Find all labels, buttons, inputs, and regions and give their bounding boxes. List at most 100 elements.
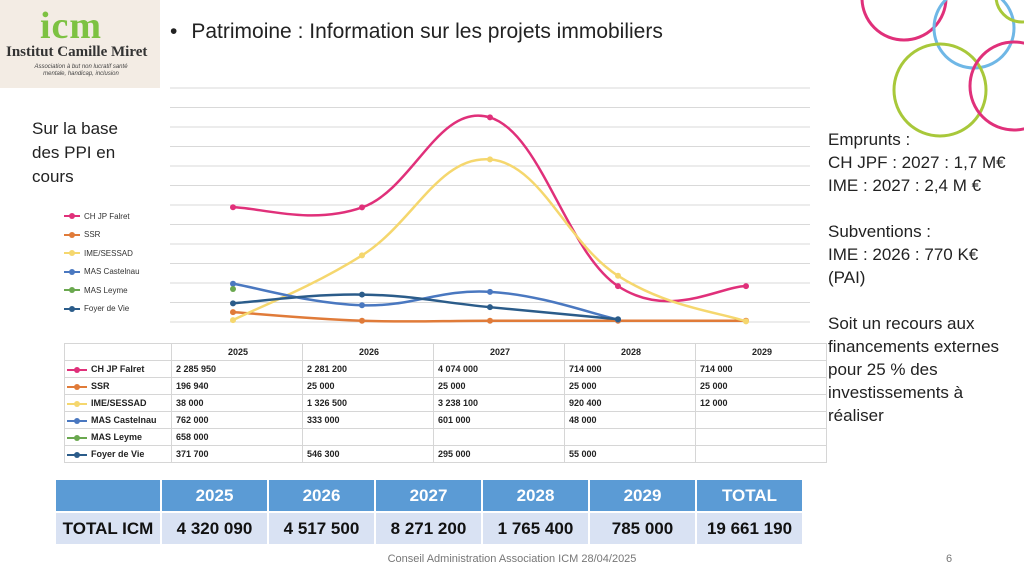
total-row-label: TOTAL ICM	[54, 511, 162, 546]
data-table-cell: 2 285 950	[171, 360, 303, 378]
data-point	[230, 285, 236, 292]
data-table: 2025 2026 2027 2028 2029 CH JP Falret 2 285 95…	[64, 343, 827, 463]
series-marker-icon	[67, 417, 87, 424]
data-point	[743, 318, 749, 325]
data-table-cell	[695, 445, 827, 463]
data-table-row: IME/SESSAD 38 000 1 326 500 3 238 100 920 40…	[64, 394, 827, 412]
data-table-year-header: 2027	[433, 343, 565, 361]
data-table-cell: 920 400	[564, 394, 696, 412]
data-table-cell: 25 000	[564, 377, 696, 395]
line-chart	[170, 87, 810, 325]
total-value-total: 19 661 190	[695, 511, 804, 546]
data-table-cell: 4 074 000	[433, 360, 565, 378]
total-table-header: 2025 2026 2027 2028 2029 TOTAL	[54, 478, 804, 513]
data-point	[615, 316, 621, 323]
data-point	[743, 283, 749, 290]
series-marker-icon	[67, 434, 87, 441]
data-table-row-label: MAS Castelnau	[64, 411, 172, 429]
data-table-cell: 295 000	[433, 445, 565, 463]
data-point	[487, 156, 493, 163]
data-point	[359, 302, 365, 309]
data-point	[230, 309, 236, 316]
data-table-row: MAS Castelnau 762 000 333 000 601 000 48 000	[64, 411, 827, 429]
data-point	[230, 204, 236, 211]
data-table-cell: 55 000	[564, 445, 696, 463]
series-marker-icon	[67, 383, 87, 390]
total-value-2025: 4 320 090	[160, 511, 269, 546]
data-table-cell: 12 000	[695, 394, 827, 412]
data-table-cell: 601 000	[433, 411, 565, 429]
total-header-2027: 2027	[374, 478, 483, 513]
data-point	[359, 317, 365, 324]
right-panel: Emprunts : CH JPF : 2027 : 1,7 M€ IME : …	[828, 128, 1018, 427]
data-table-cell: 25 000	[433, 377, 565, 395]
page-title-text: Patrimoine : Information sur les projets…	[191, 20, 663, 43]
data-table-cell	[564, 428, 696, 446]
data-table-cell: 48 000	[564, 411, 696, 429]
legend-item: MAS Castelnau	[64, 262, 140, 282]
logo-tagline: Association à but non lucratif santé men…	[34, 64, 128, 77]
data-table-cell: 25 000	[695, 377, 827, 395]
total-value-2026: 4 517 500	[267, 511, 376, 546]
data-table-cell: 1 326 500	[302, 394, 434, 412]
data-point	[359, 204, 365, 211]
legend-swatch-icon	[64, 268, 80, 275]
data-table-row-label: MAS Leyme	[64, 428, 172, 446]
data-table-row-label-text: IME/SESSAD	[91, 398, 147, 408]
left-note: Sur la base des PPI en cours	[32, 119, 118, 186]
data-table-year-header: 2026	[302, 343, 434, 361]
data-point	[615, 272, 621, 279]
logo-brand: icm	[40, 5, 103, 47]
data-table-cell: 333 000	[302, 411, 434, 429]
series-line	[232, 114, 747, 303]
series-marker-icon	[67, 366, 87, 373]
logo: icm Institut Camille Miret Association à…	[0, 0, 160, 88]
data-table-cell: 3 238 100	[433, 394, 565, 412]
total-value-2029: 785 000	[588, 511, 697, 546]
data-table-row-label: CH JP Falret	[64, 360, 172, 378]
legend-item: MAS Leyme	[64, 280, 128, 300]
data-table-cell: 546 300	[302, 445, 434, 463]
data-table-cell: 714 000	[564, 360, 696, 378]
data-table-row: CH JP Falret 2 285 950 2 281 200 4 074 000 7…	[64, 360, 827, 378]
data-table-row-label-text: MAS Leyme	[91, 432, 143, 442]
data-table-cell: 371 700	[171, 445, 303, 463]
total-header-empty	[54, 478, 162, 513]
data-point	[487, 304, 493, 311]
data-table-year-header: 2028	[564, 343, 696, 361]
data-point	[359, 252, 365, 259]
page-number: 6	[946, 553, 953, 565]
total-header-2029: 2029	[588, 478, 697, 513]
subvention-1b: (PAI)	[828, 268, 866, 287]
logo-name: Institut Camille Miret	[6, 44, 148, 60]
total-value-2028: 1 765 400	[481, 511, 590, 546]
subventions-title: Subventions :	[828, 222, 932, 241]
data-table-cell: 196 940	[171, 377, 303, 395]
data-table-cell: 25 000	[302, 377, 434, 395]
data-table-cell: 38 000	[171, 394, 303, 412]
data-table-row-label-text: SSR	[91, 381, 110, 391]
legend-swatch-icon	[64, 231, 80, 238]
data-table-row: SSR 196 940 25 000 25 000 25 000 25 000	[64, 377, 827, 395]
emprunts-title: Emprunts :	[828, 130, 911, 149]
ring-pink-right	[968, 40, 1024, 132]
emprunt-2: IME : 2027 : 2,4 M €	[828, 176, 982, 195]
total-header-2025: 2025	[160, 478, 269, 513]
data-table-cell: 714 000	[695, 360, 827, 378]
legend-swatch-icon	[64, 287, 80, 293]
data-point	[230, 300, 236, 307]
legend-label: CH JP Falret	[84, 211, 130, 221]
data-table-cell	[433, 428, 565, 446]
legend-label: IME/SESSAD	[84, 248, 133, 258]
bullet-icon: •	[170, 20, 178, 43]
data-table-cell	[695, 411, 827, 429]
data-point	[487, 288, 493, 295]
decorative-rings	[860, 0, 1024, 138]
legend-item: Foyer de Vie	[64, 299, 129, 319]
conclusion: Soit un recours aux financements externe…	[828, 314, 1000, 425]
data-table-cell: 762 000	[171, 411, 303, 429]
page-title: • Patrimoine : Information sur les projet…	[170, 20, 663, 44]
data-point	[230, 317, 236, 324]
emprunt-1: CH JPF : 2027 : 1,7 M€	[828, 153, 1006, 172]
legend-label: SSR	[84, 230, 101, 239]
